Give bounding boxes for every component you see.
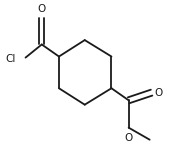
Text: O: O	[125, 133, 133, 143]
Text: O: O	[38, 4, 46, 14]
Text: O: O	[154, 88, 163, 98]
Text: Cl: Cl	[6, 54, 16, 64]
